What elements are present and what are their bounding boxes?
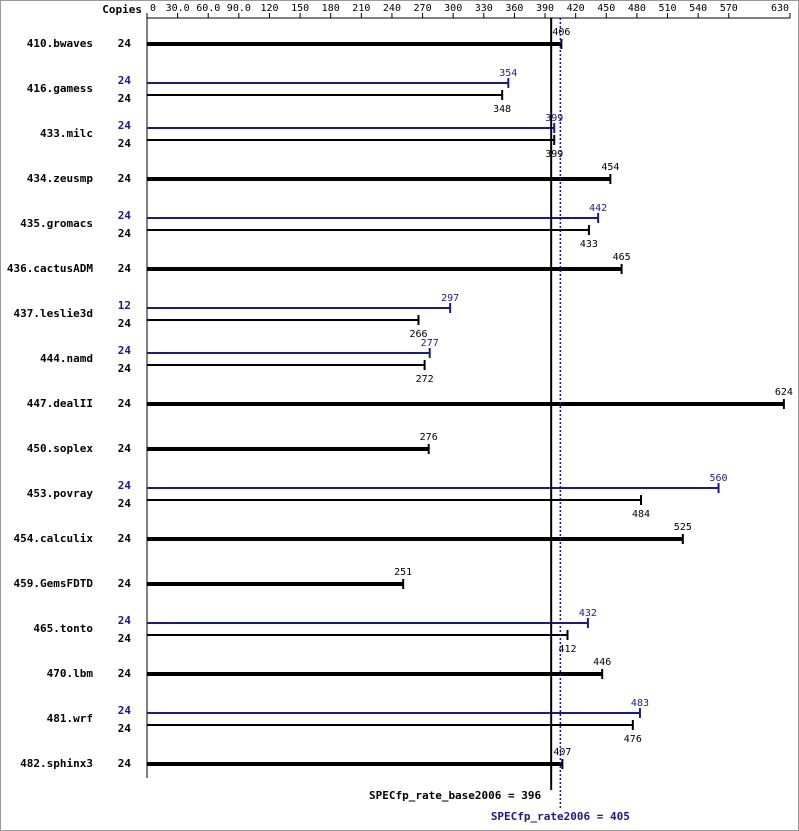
category-label: 434.zeusmp bbox=[27, 172, 94, 185]
x-tick-label: 510 bbox=[658, 3, 676, 14]
value-label: 560 bbox=[710, 473, 728, 484]
value-label: 407 bbox=[553, 747, 571, 758]
copies-label: 24 bbox=[118, 704, 132, 717]
x-tick-label: 450 bbox=[597, 3, 615, 14]
value-label: 297 bbox=[441, 293, 459, 304]
value-label: 525 bbox=[674, 522, 692, 533]
category-label: 410.bwaves bbox=[27, 37, 93, 50]
copies-label: 24 bbox=[118, 344, 132, 357]
copies-label: 24 bbox=[118, 119, 132, 132]
copies-label: 24 bbox=[118, 479, 132, 492]
x-tick-label: 90.0 bbox=[227, 3, 251, 14]
x-tick-label: 270 bbox=[414, 3, 432, 14]
copies-label: 24 bbox=[118, 209, 132, 222]
value-label: 442 bbox=[589, 203, 607, 214]
value-label: 276 bbox=[420, 432, 438, 443]
category-label: 459.GemsFDTD bbox=[14, 577, 94, 590]
value-label: 483 bbox=[631, 698, 649, 709]
value-label: 433 bbox=[580, 239, 598, 250]
copies-label: 24 bbox=[118, 362, 132, 375]
copies-label: 24 bbox=[118, 532, 132, 545]
value-label: 465 bbox=[613, 252, 631, 263]
x-tick-label: 120 bbox=[260, 3, 278, 14]
reference-label: SPECfp_rate_base2006 = 396 bbox=[369, 789, 542, 802]
copies-label: 24 bbox=[118, 667, 132, 680]
x-tick-label: 150 bbox=[291, 3, 309, 14]
copies-label: 24 bbox=[118, 317, 132, 330]
category-label: 433.milc bbox=[40, 127, 93, 140]
x-tick-label: 240 bbox=[383, 3, 401, 14]
value-label: 432 bbox=[579, 608, 597, 619]
category-label: 447.dealII bbox=[27, 397, 93, 410]
x-tick-label: 60.0 bbox=[196, 3, 220, 14]
value-label: 454 bbox=[601, 162, 619, 173]
category-label: 450.soplex bbox=[27, 442, 94, 455]
x-tick-label: 300 bbox=[444, 3, 462, 14]
copies-label: 24 bbox=[118, 262, 132, 275]
x-tick-label: 540 bbox=[689, 3, 707, 14]
copies-label: 12 bbox=[118, 299, 131, 312]
category-label: 444.namd bbox=[40, 352, 93, 365]
x-tick-label: 0 bbox=[150, 3, 156, 14]
x-tick-label: 390 bbox=[536, 3, 554, 14]
value-label: 266 bbox=[409, 329, 427, 340]
category-label: 470.lbm bbox=[47, 667, 94, 680]
x-tick-label: 30.0 bbox=[166, 3, 190, 14]
reference-label: SPECfp_rate2006 = 405 bbox=[491, 810, 630, 823]
category-label: 465.tonto bbox=[33, 622, 93, 635]
value-label: 399 bbox=[545, 149, 563, 160]
value-label: 446 bbox=[593, 657, 611, 668]
copies-label: 24 bbox=[118, 37, 132, 50]
category-label: 481.wrf bbox=[47, 712, 93, 725]
category-label: 435.gromacs bbox=[20, 217, 93, 230]
copies-header: Copies bbox=[102, 3, 142, 16]
copies-label: 24 bbox=[118, 614, 132, 627]
x-tick-label: 360 bbox=[505, 3, 523, 14]
copies-label: 24 bbox=[118, 632, 132, 645]
copies-label: 24 bbox=[118, 577, 132, 590]
value-label: 484 bbox=[632, 509, 650, 520]
value-label: 277 bbox=[421, 338, 439, 349]
category-label: 453.povray bbox=[27, 487, 94, 500]
x-tick-label: 570 bbox=[720, 3, 738, 14]
copies-label: 24 bbox=[118, 757, 132, 770]
x-tick-label: 480 bbox=[628, 3, 646, 14]
value-label: 348 bbox=[493, 104, 511, 115]
value-label: 251 bbox=[394, 567, 412, 578]
copies-label: 24 bbox=[118, 74, 132, 87]
value-label: 399 bbox=[545, 113, 563, 124]
value-label: 624 bbox=[775, 387, 793, 398]
x-tick-label: 210 bbox=[352, 3, 370, 14]
value-label: 406 bbox=[552, 27, 570, 38]
x-tick-label: 330 bbox=[475, 3, 493, 14]
copies-label: 24 bbox=[118, 137, 132, 150]
category-label: 437.leslie3d bbox=[14, 307, 93, 320]
copies-label: 24 bbox=[118, 92, 132, 105]
category-label: 436.cactusADM bbox=[7, 262, 93, 275]
copies-label: 24 bbox=[118, 442, 132, 455]
copies-label: 24 bbox=[118, 172, 132, 185]
copies-label: 24 bbox=[118, 722, 132, 735]
category-label: 482.sphinx3 bbox=[20, 757, 93, 770]
value-label: 354 bbox=[499, 68, 517, 79]
value-label: 412 bbox=[558, 644, 576, 655]
x-tick-label: 420 bbox=[567, 3, 585, 14]
x-tick-label: 630 bbox=[771, 3, 789, 14]
copies-label: 24 bbox=[118, 227, 132, 240]
copies-label: 24 bbox=[118, 497, 132, 510]
value-label: 476 bbox=[624, 734, 642, 745]
x-tick-label: 180 bbox=[322, 3, 340, 14]
copies-label: 24 bbox=[118, 397, 132, 410]
category-label: 416.gamess bbox=[27, 82, 93, 95]
value-label: 272 bbox=[416, 374, 434, 385]
category-label: 454.calculix bbox=[14, 532, 94, 545]
